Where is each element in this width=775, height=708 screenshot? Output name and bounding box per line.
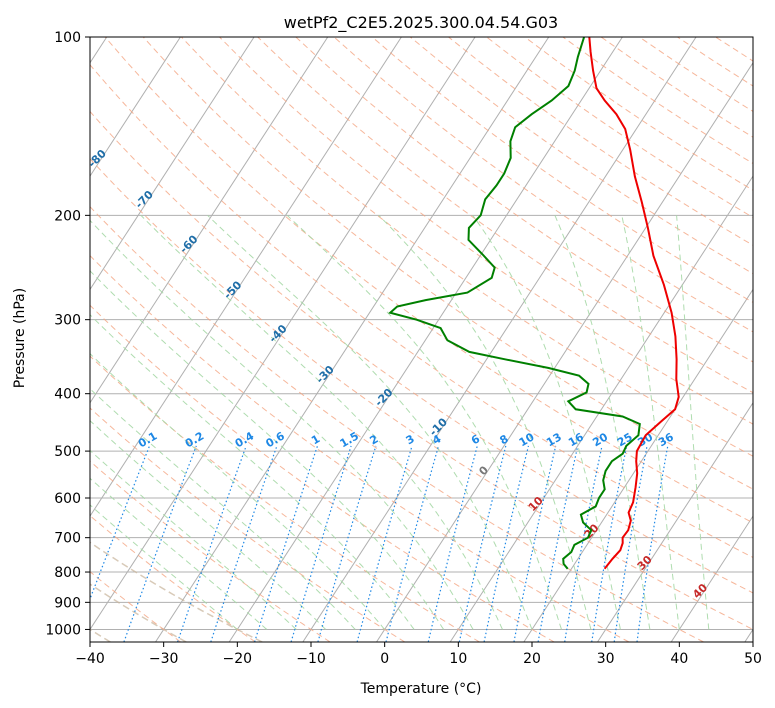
moist-adiabat-line [554, 215, 651, 630]
y-tick-label: 900 [54, 595, 81, 611]
x-tick-label: 10 [449, 651, 467, 667]
mixing-ratio-line [254, 445, 319, 642]
chart-title: wetPf2_C2E5.2025.300.04.54.G03 [284, 13, 558, 33]
isotherm-line [90, 37, 476, 631]
moist-adiabat-line [472, 215, 621, 630]
isotherm-line [155, 37, 550, 642]
isotherm-line [228, 37, 623, 642]
mixing-ratio-line [385, 445, 440, 642]
mixing-ratio-line [483, 445, 529, 642]
y-tick-label: 700 [54, 531, 81, 547]
mixing-ratio-line [317, 445, 377, 642]
plot-frame [89, 36, 754, 643]
dry-adiabat-line [104, 37, 753, 524]
mixing-ratio-line [564, 445, 603, 642]
mixing-ratio-line [290, 445, 352, 642]
isotherm-line [449, 175, 753, 642]
isotherm-line [90, 37, 181, 178]
mixing-ratio-line [636, 445, 669, 642]
dry-adiabat-line [90, 304, 555, 642]
mixing-ratio-line [210, 445, 278, 642]
mixing-ratio-line [427, 445, 478, 642]
dry-adiabat-line [333, 37, 753, 333]
moist-adiabat-line [621, 215, 680, 630]
isotherm-line [90, 37, 255, 291]
x-tick-label: 0 [380, 651, 389, 667]
x-axis-ticks: −40 −30 −20 −10 0 10 20 30 40 50 [75, 642, 762, 667]
temperature-series-line [588, 37, 680, 570]
dry-adiabat-line [142, 37, 753, 490]
mixing-ratio-line [537, 445, 579, 642]
x-tick-label: 50 [744, 651, 762, 667]
y-tick-label: 800 [54, 565, 81, 581]
x-tick-label: 20 [523, 651, 541, 667]
moist-adiabat-line [286, 214, 562, 630]
mixing-ratio-line [90, 445, 151, 601]
mixing-ratio-line [123, 445, 197, 642]
x-tick-label: −20 [223, 651, 253, 667]
mixing-ratio-line [177, 445, 247, 642]
dry-adiabat-line [90, 355, 480, 642]
moist-adiabat-line [90, 477, 268, 630]
y-tick-label: 500 [54, 444, 81, 460]
isotherm-line [597, 401, 753, 642]
mixing-ratio-line [356, 445, 413, 642]
dry-adiabat-line [90, 515, 256, 642]
plot-area: 0.10.20.40.611.52346810131620253036-100-… [90, 37, 753, 642]
moist-adiabat-line [90, 270, 445, 630]
dry-adiabat-line [90, 407, 406, 642]
y-tick-label: 100 [54, 30, 81, 46]
x-tick-label: −10 [296, 651, 326, 667]
x-tick-label: −30 [149, 651, 179, 667]
saturation-curve [90, 541, 263, 642]
moist-adiabat-line [207, 214, 533, 630]
y-tick-label: 1000 [45, 622, 81, 638]
y-tick-label: 300 [54, 313, 81, 329]
x-axis-label: Temperature (°C) [360, 681, 482, 697]
y-tick-label: 400 [54, 387, 81, 403]
dry-adiabat-line [90, 205, 704, 642]
dry-adiabat-line [90, 110, 753, 594]
y-axis-label: Pressure (hPa) [12, 288, 28, 388]
mixing-ratio-line [513, 445, 557, 642]
dry-adiabat-line [257, 37, 753, 394]
x-tick-label: −40 [75, 651, 105, 667]
dry-adiabat-line [90, 158, 753, 630]
moist-adiabat-line [140, 214, 503, 630]
moist-adiabat-line [676, 215, 710, 630]
moist-adiabat-line [90, 420, 327, 630]
dry-adiabat-line [90, 64, 753, 559]
y-tick-label: 200 [54, 208, 81, 224]
saturation-curve [90, 583, 187, 642]
moist-adiabat-line [90, 449, 297, 630]
mixing-ratio-line [613, 445, 648, 642]
saturation-curves [90, 541, 263, 642]
moist-adiabat-line [90, 388, 356, 630]
y-axis-ticks: 100 200 300 400 500 600 700 800 900 1000 [45, 30, 90, 638]
isotherm-line [670, 515, 753, 642]
moist-adiabat-line [90, 219, 474, 630]
moist-adiabats [90, 214, 710, 630]
isotherm-line [376, 61, 753, 642]
x-tick-label: 30 [597, 651, 615, 667]
mixing-ratio-lines [90, 445, 669, 642]
moist-adiabat-line [378, 214, 592, 630]
x-tick-label: 40 [670, 651, 688, 667]
mixing-ratio-line [591, 445, 628, 642]
isotherm-line [90, 37, 402, 518]
isotherm-line [90, 37, 329, 404]
y-tick-label: 600 [54, 491, 81, 507]
mixing-ratio-line [458, 445, 507, 642]
dewpoint-series-line [388, 37, 641, 570]
dry-adiabat-line [295, 37, 753, 363]
isotherm-line [523, 288, 753, 642]
